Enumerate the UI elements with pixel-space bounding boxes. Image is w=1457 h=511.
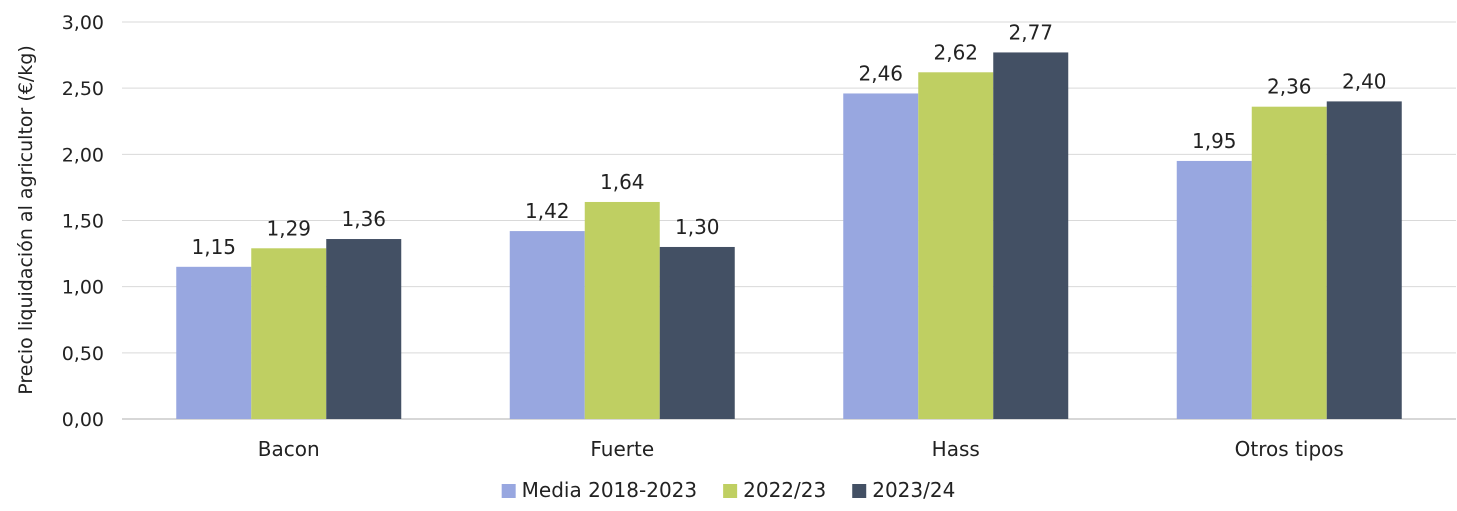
y-axis-ticks: 0,00 0,50 1,00 1,50 2,00 2,50 3,00 <box>62 12 104 431</box>
legend-item: Media 2018-2023 <box>501 478 697 502</box>
legend-label: 2022/23 <box>743 478 826 502</box>
legend-label: Media 2018-2023 <box>522 478 697 502</box>
x-category-label: Hass <box>932 437 980 461</box>
bar-value-label: 1,64 <box>600 170 645 194</box>
y-tick-label: 2,50 <box>62 78 104 100</box>
x-category-label: Fuerte <box>590 437 654 461</box>
legend-item: 2023/24 <box>852 478 955 502</box>
bar <box>1251 106 1327 420</box>
bar <box>1326 101 1402 420</box>
bar-value-label: 1,15 <box>191 235 236 259</box>
legend-item: 2022/23 <box>723 478 826 502</box>
bar <box>1176 160 1252 419</box>
bar <box>176 266 252 419</box>
legend-swatch <box>852 484 867 498</box>
bar <box>509 231 585 419</box>
bar-value-label: 1,95 <box>1192 129 1237 153</box>
y-axis-title: Precio liquidación al agricultor (€/kg) <box>15 45 37 395</box>
bar <box>659 246 735 419</box>
bar-value-label: 2,36 <box>1267 75 1312 99</box>
legend-label: 2023/24 <box>872 478 955 502</box>
x-axis-categories: Bacon Fuerte Hass Otros tipos <box>258 437 1344 461</box>
y-tick-label: 1,00 <box>62 277 104 299</box>
y-tick-label: 3,00 <box>62 12 104 34</box>
y-tick-label: 0,50 <box>62 343 104 365</box>
bar <box>993 52 1069 419</box>
bar <box>251 248 327 419</box>
bar-value-label: 1,29 <box>266 216 311 240</box>
bar-value-label: 2,46 <box>858 61 903 85</box>
bar <box>918 72 994 419</box>
x-category-label: Bacon <box>258 437 320 461</box>
bar-value-label: 1,36 <box>341 207 386 231</box>
y-tick-label: 0,00 <box>62 409 104 431</box>
legend: Media 2018-2023 2022/23 2023/24 <box>501 478 955 502</box>
x-category-label: Otros tipos <box>1235 437 1344 461</box>
data-labels: 1,15 1,29 1,36 1,42 1,64 1,30 2,46 2,62 2,77 1,95… <box>191 20 1386 258</box>
bar <box>843 93 919 420</box>
legend-swatch <box>501 484 516 498</box>
bar-value-label: 2,62 <box>933 40 978 64</box>
bars <box>176 52 1402 420</box>
y-tick-label: 2,00 <box>62 144 104 166</box>
bar-value-label: 2,40 <box>1342 69 1387 93</box>
bar-value-label: 1,42 <box>525 199 570 223</box>
bar-value-label: 1,30 <box>675 215 720 239</box>
bar-value-label: 2,77 <box>1008 20 1053 44</box>
bar <box>584 201 660 419</box>
y-tick-label: 1,50 <box>62 211 104 233</box>
legend-swatch <box>723 484 738 498</box>
bar <box>326 239 402 419</box>
